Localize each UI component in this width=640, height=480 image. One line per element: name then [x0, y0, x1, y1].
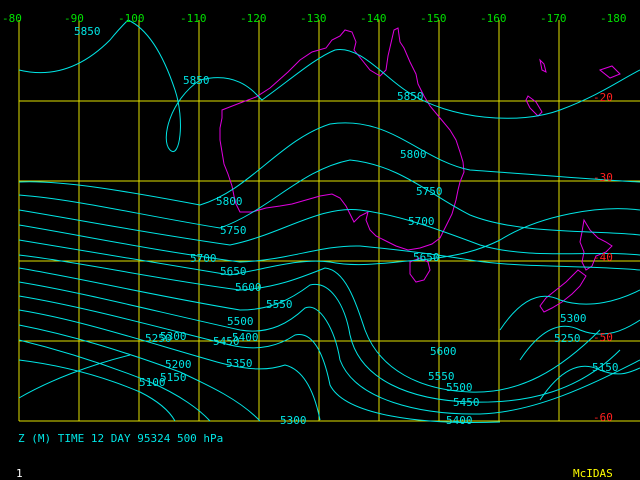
contour-label: 5650: [220, 265, 247, 278]
longitude-label: -160: [480, 12, 507, 25]
latitude-label: -30: [593, 171, 613, 184]
contour-label: 5300: [280, 414, 307, 427]
contour-line: [18, 359, 176, 422]
contour-line: [18, 224, 640, 271]
latitude-label: -20: [593, 91, 613, 104]
contour-label: 5250: [145, 332, 172, 345]
contour-label: 5450: [213, 335, 240, 348]
contour-label: 5100: [139, 376, 166, 389]
contour-label: 5500: [227, 315, 254, 328]
latitude-label: -60: [593, 411, 613, 424]
contour-label: 5750: [416, 185, 443, 198]
longitude-label: -130: [300, 12, 327, 25]
contour-line: [127, 19, 640, 153]
australia-coastline: [219, 27, 465, 251]
contour-line: [18, 295, 501, 423]
contour-label: 5150: [592, 361, 619, 374]
contour-line: [18, 19, 129, 74]
mcidas-brand: McIDAS: [573, 467, 613, 480]
new-zealand-south-coastline: [539, 269, 587, 313]
contour-label: 5850: [183, 74, 210, 87]
contour-label: 5800: [216, 195, 243, 208]
contour-label: 5250: [554, 332, 581, 345]
new-zealand-north-coastline: [579, 218, 613, 271]
contour-label: 5800: [400, 148, 427, 161]
contour-label: 5550: [428, 370, 455, 383]
frame-number: 1: [16, 467, 23, 480]
contour-label: 5850: [397, 90, 424, 103]
pacific-island-coastline: [598, 65, 621, 79]
contour-label: 5700: [408, 215, 435, 228]
contour-label: 5600: [235, 281, 262, 294]
longitude-label: -90: [64, 12, 84, 25]
contour-label: 5550: [266, 298, 293, 311]
latitude-labels: -20 -30 -40 -50 -60: [593, 91, 613, 424]
height-contours: [18, 19, 640, 423]
contour-line: [18, 122, 640, 206]
new-caledonia-coastline: [525, 95, 543, 117]
contour-label: 5300: [560, 312, 587, 325]
contour-line: [18, 208, 640, 256]
contour-label: 5400: [232, 331, 259, 344]
longitude-label: -110: [180, 12, 207, 25]
longitude-label: -180: [600, 12, 627, 25]
contour-line: [18, 354, 131, 399]
contour-line: [18, 281, 640, 415]
contour-label: 5650: [413, 251, 440, 264]
longitude-label: -120: [240, 12, 267, 25]
contour-label: 5200: [165, 358, 192, 371]
contour-line: [18, 254, 601, 393]
longitude-label: -140: [360, 12, 387, 25]
contour-label: 5400: [446, 414, 473, 427]
contour-line: [18, 339, 211, 422]
contour-label: 5150: [160, 371, 187, 384]
contour-label: 5500: [446, 381, 473, 394]
contour-line: [519, 319, 640, 361]
contour-label: 5750: [220, 224, 247, 237]
contour-line: [18, 159, 640, 236]
contour-label: 5300: [160, 330, 187, 343]
contour-line: [539, 365, 640, 401]
lat-lon-grid: [18, 20, 640, 422]
longitude-label: -170: [540, 12, 567, 25]
pacific-island-coastline: [539, 58, 547, 73]
contour-line: [18, 309, 321, 421]
contour-line: [18, 267, 621, 403]
longitude-labels: -80 -90 -100 -110 -120 -130 -140 -150 -1…: [2, 12, 627, 25]
longitude-label: -80: [2, 12, 22, 25]
contour-label: 5600: [430, 345, 457, 358]
latitude-label: -50: [593, 331, 613, 344]
coastlines: [219, 27, 621, 313]
contour-label: 5850: [74, 25, 101, 38]
tasmania-coastline: [409, 257, 431, 283]
contour-value-labels: 5850 5850 5850 5800 5800 5750 5750 5700 …: [74, 25, 619, 427]
contour-label: 5350: [226, 357, 253, 370]
contour-line: [18, 324, 261, 422]
contour-line: [499, 289, 640, 331]
contour-line: [18, 208, 640, 276]
map-caption: Z (M) TIME 12 DAY 95324 500 hPa: [18, 432, 224, 445]
contour-label: 5700: [190, 252, 217, 265]
latitude-label: -40: [593, 251, 613, 264]
longitude-label: -100: [118, 12, 145, 25]
longitude-label: -150: [420, 12, 447, 25]
contour-label: 5450: [453, 396, 480, 409]
